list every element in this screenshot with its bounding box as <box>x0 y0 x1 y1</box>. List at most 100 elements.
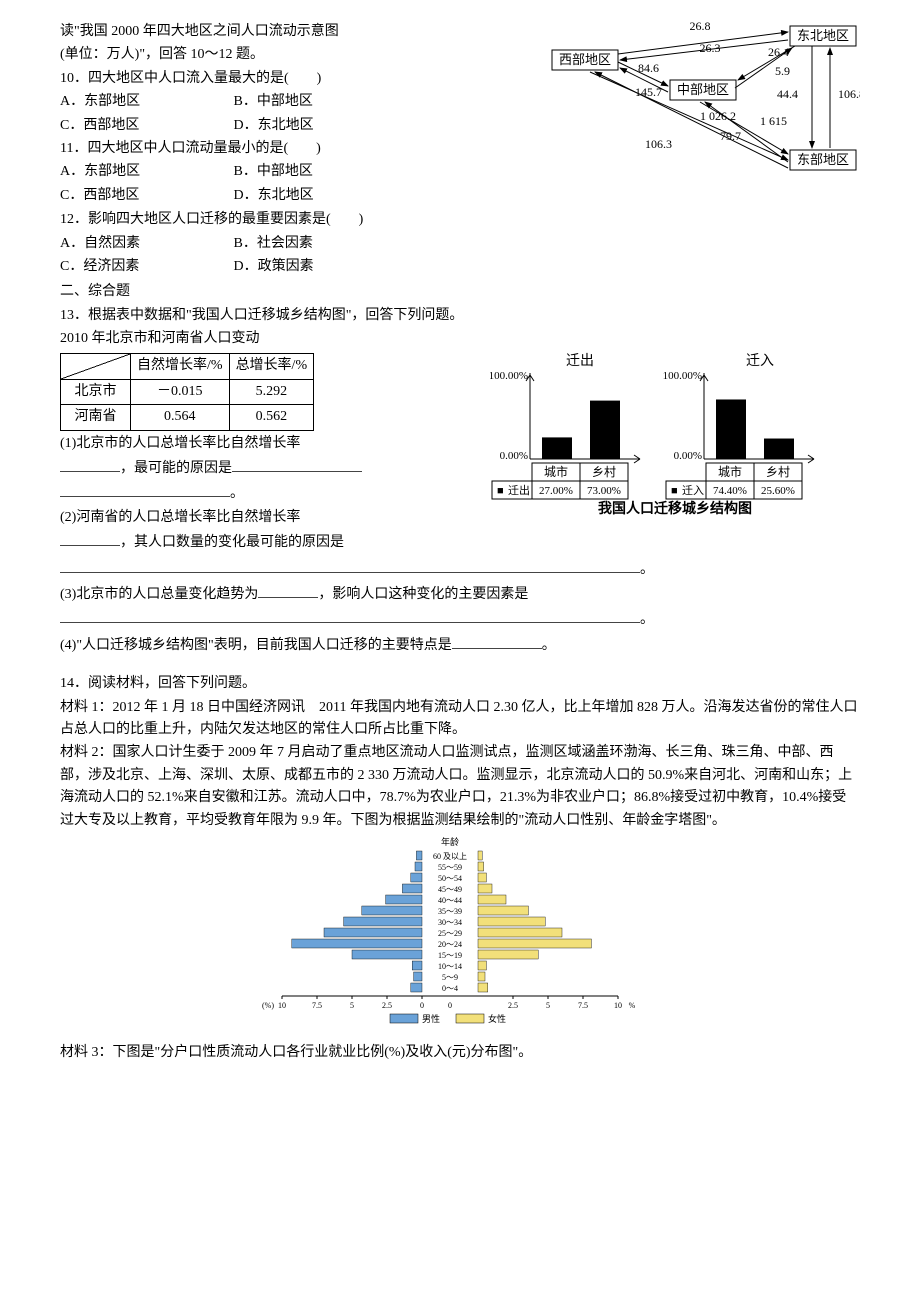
blank-13-3b <box>60 607 640 623</box>
svg-text:27.00%: 27.00% <box>539 485 573 497</box>
q12-stem: 12．影响四大地区人口迁移的最重要因素是( ) <box>60 209 860 231</box>
svg-text:25.60%: 25.60% <box>761 485 795 497</box>
table-row1-b: 5.292 <box>229 379 314 404</box>
svg-text:5: 5 <box>546 1001 550 1010</box>
svg-text:0～4: 0～4 <box>442 984 458 993</box>
svg-text:79.7: 79.7 <box>720 129 741 143</box>
q13-2-end: 。 <box>640 562 654 577</box>
svg-text:乡村: 乡村 <box>592 465 616 479</box>
svg-text:1 026.2: 1 026.2 <box>700 109 736 123</box>
svg-text:%: % <box>629 1001 636 1010</box>
svg-text:40～44: 40～44 <box>438 896 462 905</box>
svg-text:0: 0 <box>420 1001 424 1010</box>
svg-text:5.9: 5.9 <box>775 64 790 78</box>
svg-text:男性: 男性 <box>422 1013 440 1024</box>
q13-2-b: ，其人口数量的变化最可能的原因是 <box>120 535 344 550</box>
svg-text:25～29: 25～29 <box>438 929 462 938</box>
svg-text:15～19: 15～19 <box>438 951 462 960</box>
node-northeast: 东北地区 <box>797 28 849 43</box>
table-diag-cell <box>61 354 131 379</box>
svg-text:0.00%: 0.00% <box>674 450 702 462</box>
svg-text:100.00%: 100.00% <box>663 370 702 382</box>
q13-1-line1: (1)北京市的人口总增长率比自然增长率 <box>60 433 480 455</box>
svg-text:0.00%: 0.00% <box>500 450 528 462</box>
q11-opt-d: D．东北地区 <box>234 185 404 207</box>
svg-text:10～14: 10～14 <box>438 962 462 971</box>
table-row2-name: 河南省 <box>61 405 131 430</box>
svg-text:44.4: 44.4 <box>777 87 798 101</box>
svg-text:26.8: 26.8 <box>690 20 711 33</box>
svg-text:迁出: 迁出 <box>508 483 530 497</box>
q13-1-b: ，最可能的原因是 <box>120 461 232 476</box>
q12-opt-c: C．经济因素 <box>60 256 230 278</box>
q13-4-end: 。 <box>542 638 556 653</box>
svg-text:74.40%: 74.40% <box>713 485 747 497</box>
svg-text:城市: 城市 <box>718 464 742 479</box>
q12-opt-d: D．政策因素 <box>234 256 404 278</box>
q10-opt-b: B．中部地区 <box>234 91 404 113</box>
svg-text:84.6: 84.6 <box>638 61 659 75</box>
svg-text:10: 10 <box>278 1001 286 1010</box>
table-row1-a: －0.015 <box>131 379 230 404</box>
blank-13-1c <box>60 481 230 497</box>
svg-text:60 及以上: 60 及以上 <box>433 852 467 861</box>
table-col2: 总增长率/% <box>229 354 314 379</box>
svg-text:我国人口迁移城乡结构图: 我国人口迁移城乡结构图 <box>598 500 752 516</box>
q10-opt-c: C．西部地区 <box>60 115 230 137</box>
q13-3a: (3)北京市的人口总量变化趋势为 <box>60 587 258 602</box>
svg-text:迁入: 迁入 <box>746 353 774 369</box>
table-row2-b: 0.562 <box>229 405 314 430</box>
svg-text:女性: 女性 <box>488 1013 506 1024</box>
q12-opt-b: B．社会因素 <box>234 233 404 255</box>
q13-table: 自然增长率/% 总增长率/% 北京市 －0.015 5.292 河南省 0.56… <box>60 353 314 430</box>
q11-stem: 11．四大地区中人口流动量最小的是( ) <box>60 138 540 160</box>
node-central: 中部地区 <box>677 82 729 97</box>
table-row1-name: 北京市 <box>61 379 131 404</box>
table-col1: 自然增长率/% <box>131 354 230 379</box>
blank-13-2a <box>60 530 120 546</box>
q13-4a: (4)"人口迁移城乡结构图"表明，目前我国人口迁移的主要特点是 <box>60 638 452 653</box>
q11-opt-b: B．中部地区 <box>234 161 404 183</box>
svg-text:26.4: 26.4 <box>768 45 789 59</box>
bar-chart: 迁出 迁入 100.00% 0.00% 100.00% 0.00% 城市 <box>490 351 820 524</box>
svg-text:■: ■ <box>497 485 504 497</box>
q10-stem: 10．四大地区中人口流入量最大的是( ) <box>60 68 540 90</box>
blank-13-1a <box>60 456 120 472</box>
svg-text:100.00%: 100.00% <box>490 370 528 382</box>
svg-text:35～39: 35～39 <box>438 907 462 916</box>
material-3: 材料 3：下图是"分户口性质流动人口各行业就业比例(%)及收入(元)分布图"。 <box>60 1042 860 1064</box>
q13-2-line1: (2)河南省的人口总增长率比自然增长率 <box>60 507 480 529</box>
intro-line-2: (单位：万人)"，回答 10～12 题。 <box>60 44 540 66</box>
q13-1-end: 。 <box>230 486 244 501</box>
flow-diagram: 西部地区 东北地区 中部地区 东部地区 26.8 26.3 26.4 5.9 8… <box>550 20 860 198</box>
svg-text:26.3: 26.3 <box>700 41 721 55</box>
q10-opt-d: D．东北地区 <box>234 115 404 137</box>
q12-opt-a: A．自然因素 <box>60 233 230 255</box>
svg-text:2.5: 2.5 <box>382 1001 392 1010</box>
q11-opt-a: A．东部地区 <box>60 161 230 183</box>
svg-text:乡村: 乡村 <box>766 465 790 479</box>
svg-text:5: 5 <box>350 1001 354 1010</box>
node-east: 东部地区 <box>797 152 849 167</box>
svg-text:45～49: 45～49 <box>438 885 462 894</box>
svg-text:7.5: 7.5 <box>578 1001 588 1010</box>
q13-3-end: 。 <box>640 612 654 627</box>
q13-3b: ，影响人口这种变化的主要因素是 <box>318 587 528 602</box>
svg-text:年龄: 年龄 <box>441 836 459 847</box>
svg-text:145.7: 145.7 <box>635 85 662 99</box>
svg-text:■: ■ <box>671 485 678 497</box>
svg-text:106.3: 106.3 <box>645 137 672 151</box>
svg-text:50～54: 50～54 <box>438 874 462 883</box>
svg-text:10: 10 <box>614 1001 622 1010</box>
blank-13-2b <box>60 557 640 573</box>
blank-13-3a <box>258 582 318 598</box>
svg-text:2.5: 2.5 <box>508 1001 518 1010</box>
q13-table-title: 2010 年北京市和河南省人口变动 <box>60 328 860 350</box>
material-2: 材料 2：国家人口计生委于 2009 年 7 月启动了重点地区流动人口监测试点，… <box>60 742 860 832</box>
svg-text:5～9: 5～9 <box>442 973 458 982</box>
q14-stem: 14．阅读材料，回答下列问题。 <box>60 673 860 695</box>
blank-13-4 <box>452 633 542 649</box>
svg-text:55～59: 55～59 <box>438 863 462 872</box>
svg-text:30～34: 30～34 <box>438 918 462 927</box>
intro-line-1: 读"我国 2000 年四大地区之间人口流动示意图 <box>60 21 540 43</box>
